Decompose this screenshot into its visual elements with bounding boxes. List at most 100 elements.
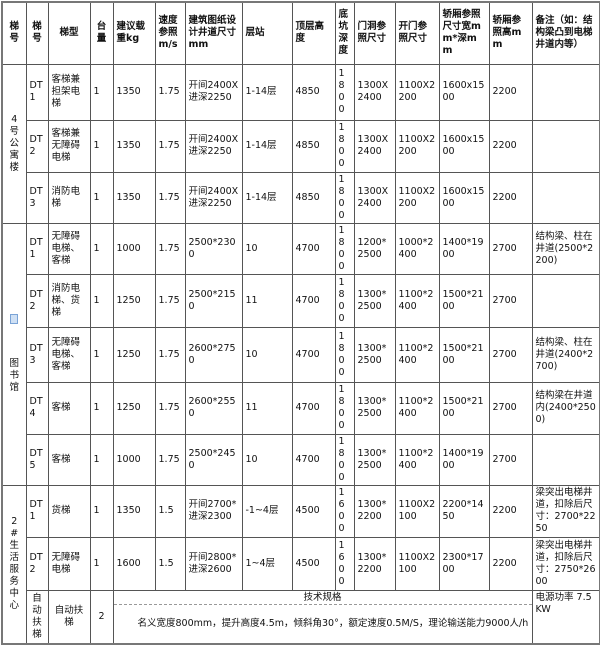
table-cell: 4850 [291,171,336,224]
table-cell: 2700 [488,273,533,328]
table-cell: 4500 [291,484,336,538]
table-cell: 1800 [334,119,355,173]
document-icon [10,314,19,324]
column-header: 顶层高度 [291,1,336,65]
table-cell: DT1 [25,222,49,275]
table-cell: 开间2400X进深2250 [184,63,243,121]
table-cell: DT3 [25,171,49,224]
table-cell [531,119,600,173]
table-cell: 客梯兼担架电梯 [47,63,91,121]
table-cell: 结构梁在井道内(2400*2500) [531,381,600,435]
table-cell: 2200 [488,536,533,591]
table-cell: 1350 [112,484,156,538]
table-cell: 1500*2100 [438,273,490,328]
building-name: 图书馆 [9,358,19,393]
table-cell: 1300*2500 [353,326,396,383]
table-cell: 1300*2200 [353,484,396,538]
building-name-cell: 图书馆 [1,222,27,486]
table-cell: 1300X2400 [353,171,396,224]
table-cell: 1800 [334,222,355,275]
table-cell: 无障碍电梯 [47,536,91,591]
table-row: DT2 无障碍电梯 1 1600 1.5 开间2800*进深2600 1~4层 4500 160… [2,536,600,591]
table-cell: 消防电梯、货梯 [47,273,91,328]
table-cell: 1.75 [154,273,186,328]
table-cell: 1-14层 [241,119,293,173]
table-cell: 10 [241,222,293,275]
table-cell: 1500*2100 [438,381,490,435]
table-cell: 1 [89,222,114,275]
table-cell: 1 [89,536,114,591]
table-row: DT3 无障碍电梯、客梯 1 1250 1.75 2600*2750 10 4700 1800 1… [2,326,600,383]
table-cell: 1600x1500 [438,119,490,173]
escalator-spec: 技术规格 名义宽度800mm，提升高度4.5m，倾斜角30°，额定速度0.5M/S… [112,589,533,645]
column-header: 建议载重kg [112,1,156,65]
column-header: 门洞参照尺寸 [353,1,396,65]
table-cell: 1.75 [154,171,186,224]
column-header: 备注（如：结构梁凸到电梯井道内等） [531,1,600,65]
table-cell: -1~4层 [241,484,293,538]
table-cell: 4700 [291,222,336,275]
table-cell: 4700 [291,433,336,486]
escalator-id: 自动扶梯 [25,589,49,645]
table-cell: DT3 [25,326,49,383]
table-cell: 1100X2200 [394,63,440,121]
table-cell: 2200 [488,484,533,538]
table-cell: 2700 [488,326,533,383]
table-cell: 1600x1500 [438,63,490,121]
table-row: 图书馆 DT1 无障碍电梯、客梯 1 1000 1.75 2500*2300 10 4700 18… [1,222,600,486]
table-cell: 1800 [334,273,355,328]
escalator-count: 2 [89,589,114,645]
table-cell: 1 [89,273,114,328]
table-row: DT2 消防电梯、货梯 1 1250 1.75 2500*2150 11 4700 1800 13… [2,273,600,328]
table-cell: DT2 [25,536,49,591]
table-cell: 1-14层 [241,63,293,121]
table-row: 2#生活服务中心 DT1 货梯 1 1350 1.5 开间2700*进深2300 -1~4层 4… [1,484,600,645]
table-cell: 2200 [488,63,533,121]
table-row: DT2 客梯兼无障碍电梯 1 1350 1.75 开间2400X进深2250 1-14层 48… [2,119,600,173]
table-cell: 1800 [334,63,355,121]
table-cell: 1000 [112,433,156,486]
table-cell: 1000 [112,222,156,275]
table-cell: 消防电梯 [47,171,91,224]
table-cell: 1250 [112,381,156,435]
spec-text: 名义宽度800mm，提升高度4.5m，倾斜角30°，额定速度0.5M/S，理论输… [137,617,529,629]
table-cell: 2200*1450 [438,484,490,538]
table-cell: 1~4层 [241,536,293,591]
table-cell: 1.75 [154,119,186,173]
column-header: 速度参照m/s [154,1,186,65]
table-cell: 1 [89,171,114,224]
column-header: 开门参照尺寸 [394,1,440,65]
table-cell: 1250 [112,326,156,383]
table-cell: 梁突出电梯井道，扣除后尺寸：2700*2250 [531,484,600,538]
table-cell: 货梯 [47,484,91,538]
table-cell: 1 [89,63,114,121]
table-cell: 2300*1700 [438,536,490,591]
table-cell: 1500*2100 [438,326,490,383]
table-cell: 10 [241,326,293,383]
table-cell: 2500*2450 [184,433,243,486]
table-cell: 1.75 [154,222,186,275]
table-cell: 1800 [334,433,355,486]
table-cell: 1600 [334,536,355,591]
table-cell: 1100*2400 [394,433,440,486]
table-cell: 1.75 [154,381,186,435]
column-header: 建筑图纸设计井道尺寸mm [184,1,243,65]
table-cell: 1800 [334,326,355,383]
escalator-type: 自动扶梯 [47,589,91,645]
table-cell: 1-14层 [241,171,293,224]
table-cell: 1350 [112,119,156,173]
table-cell: DT2 [25,273,49,328]
table-cell: DT4 [25,381,49,435]
table-cell: 1250 [112,273,156,328]
table-cell: 1 [89,326,114,383]
table-cell: 1100*2400 [394,381,440,435]
table-cell: 开间2800*进深2600 [184,536,243,591]
table-cell: 2600*2550 [184,381,243,435]
table-cell: DT5 [25,433,49,486]
table-cell: 1600 [112,536,156,591]
column-header: 梯型 [47,1,91,65]
table-cell: 2500*2300 [184,222,243,275]
table-cell: 开间2700*进深2300 [184,484,243,538]
table-cell: 客梯兼无障碍电梯 [47,119,91,173]
table-cell: 1300X2400 [353,63,396,121]
